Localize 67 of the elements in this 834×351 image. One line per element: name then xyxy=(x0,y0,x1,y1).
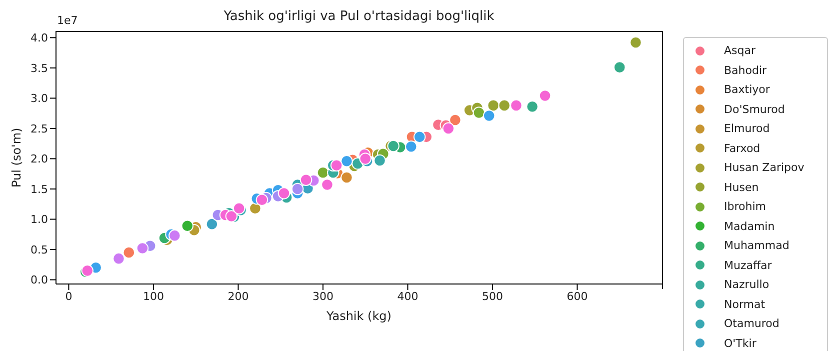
point xyxy=(630,36,642,49)
legend-label: Asqar xyxy=(724,44,756,58)
point xyxy=(168,229,181,242)
point xyxy=(487,99,500,112)
y-tick-label: 3.0 xyxy=(30,92,48,106)
x-tick-label: 400 xyxy=(397,290,418,303)
y-tick-label: 0.5 xyxy=(30,243,48,256)
text: 1e7 xyxy=(57,14,78,27)
legend-label: Husan Zaripov xyxy=(724,161,804,174)
legend-label: Baxtiyor xyxy=(724,83,770,96)
point xyxy=(291,182,304,196)
point xyxy=(449,114,462,126)
x-tick-label: 600 xyxy=(566,290,588,303)
legend-label: Elmurod xyxy=(724,122,770,136)
y-axis-title: Pul (so'm) xyxy=(9,128,24,188)
point xyxy=(498,99,510,112)
x-tick-label: 300 xyxy=(312,290,334,303)
x-tick-label: 500 xyxy=(482,290,503,303)
y-tick-label: 1.0 xyxy=(30,213,48,226)
legend-label: Muhammad xyxy=(724,239,790,252)
point xyxy=(278,187,290,200)
legend-label: Normat xyxy=(724,298,766,311)
legend-label: Farxod xyxy=(724,142,760,155)
chart-title: Yashik og'irligi va Pul o'rtasidagi bog'liqlik xyxy=(224,9,494,24)
y-tick-label: 3.5 xyxy=(30,62,48,75)
point xyxy=(206,218,218,230)
point xyxy=(340,171,353,184)
x-tick-label: 0 xyxy=(65,290,72,303)
x-axis-title: Yashik (kg) xyxy=(326,309,392,323)
point xyxy=(538,90,552,102)
legend-label: Ibrohim xyxy=(724,200,766,214)
point xyxy=(374,154,386,167)
point xyxy=(413,130,426,144)
y-tick-label: 4.0 xyxy=(30,32,48,45)
y-tick-label: 2.0 xyxy=(30,152,48,166)
point xyxy=(387,140,400,152)
legend-label: O'Tkir xyxy=(724,336,756,350)
y-tick-label: 0.0 xyxy=(30,274,48,287)
point xyxy=(181,220,194,232)
point xyxy=(613,61,626,74)
point xyxy=(321,178,334,191)
point xyxy=(340,155,353,168)
point xyxy=(256,194,268,206)
point xyxy=(482,110,496,122)
point xyxy=(330,159,343,172)
y-tick-label: 1.5 xyxy=(30,182,48,196)
point xyxy=(404,140,418,153)
point xyxy=(225,210,238,222)
point xyxy=(136,242,149,254)
legend-label: Muzaffar xyxy=(724,258,772,272)
legend-label: Husen xyxy=(724,180,759,194)
point xyxy=(359,152,372,165)
legend-label: Otamurod xyxy=(724,317,780,330)
legend-label: Madamin xyxy=(724,220,775,233)
x-tick-label: 100 xyxy=(142,290,164,303)
point xyxy=(442,122,455,135)
point xyxy=(526,100,538,113)
point xyxy=(112,252,125,265)
y-tick-label: 2.5 xyxy=(30,122,48,136)
x-tick-label: 200 xyxy=(228,290,249,303)
legend-label: Nazrullo xyxy=(724,278,770,292)
legend-label: Do'Smurod xyxy=(724,102,785,116)
point xyxy=(510,99,522,112)
legend-label: Bahodir xyxy=(724,64,767,77)
point xyxy=(300,174,312,186)
point xyxy=(122,246,136,259)
point xyxy=(472,106,486,119)
